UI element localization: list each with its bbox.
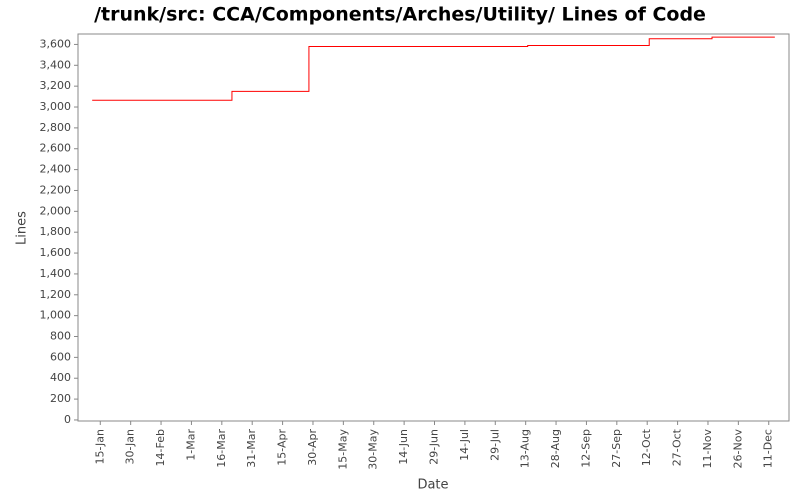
x-tick-label: 16-Mar (215, 429, 228, 468)
x-tick-label: 29-Jul (488, 429, 501, 461)
x-tick-label: 12-Oct (640, 428, 653, 466)
x-tick-label: 30-Apr (306, 429, 319, 466)
y-tick-label: 1,800 (40, 225, 72, 238)
x-tick-label: 29-Jun (428, 429, 441, 465)
x-tick-label: 13-Aug (519, 429, 532, 468)
plot-area (77, 33, 790, 422)
x-tick-label: 27-Oct (671, 428, 684, 466)
x-axis-label: Date (417, 478, 448, 493)
y-tick-label: 400 (50, 371, 71, 384)
chart-title: /trunk/src: CCA/Components/Arches/Utilit… (94, 4, 706, 26)
x-tick-label: 30-May (367, 429, 380, 470)
y-tick-label: 2,200 (40, 183, 72, 196)
x-tick-label: 27-Sep (610, 429, 623, 468)
y-tick-label: 1,200 (40, 288, 72, 301)
y-tick-label: 0 (64, 413, 71, 426)
y-tick-label: 3,400 (40, 58, 72, 71)
x-tick-label: 26-Nov (731, 429, 744, 469)
y-tick-label: 2,800 (40, 121, 72, 134)
y-tick-label: 2,000 (40, 204, 72, 217)
x-tick-label: 31-Mar (245, 429, 258, 468)
y-tick-label: 1,000 (40, 309, 72, 322)
x-tick-label: 30-Jan (124, 429, 137, 465)
data-line (92, 36, 775, 101)
y-tick-label: 2,400 (40, 163, 72, 176)
y-tick-label: 1,600 (40, 246, 72, 259)
y-tick-label: 2,600 (40, 142, 72, 155)
y-tick-label: 3,200 (40, 79, 72, 92)
x-tick-label: 1-Mar (184, 429, 197, 461)
y-axis-label: Lines (15, 211, 30, 245)
y-tick-label: 3,000 (40, 100, 72, 113)
x-tick-label: 28-Aug (549, 429, 562, 468)
y-tick-label: 800 (50, 330, 71, 343)
x-tick-label: 12-Sep (579, 429, 592, 468)
y-tick-label: 200 (50, 392, 71, 405)
x-tick-label: 11-Dec (762, 429, 775, 468)
x-tick-label: 15-Jan (93, 429, 106, 465)
x-tick-label: 14-Jun (397, 429, 410, 465)
y-tick-label: 600 (50, 350, 71, 363)
x-tick-label: 15-May (336, 429, 349, 470)
x-tick-label: 14-Jul (458, 429, 471, 461)
y-tick-label: 1,400 (40, 267, 72, 280)
x-tick-label: 15-Apr (276, 429, 289, 466)
x-tick-label: 11-Nov (701, 429, 714, 469)
x-tick-label: 14-Feb (154, 429, 167, 466)
y-tick-label: 3,600 (40, 37, 72, 50)
